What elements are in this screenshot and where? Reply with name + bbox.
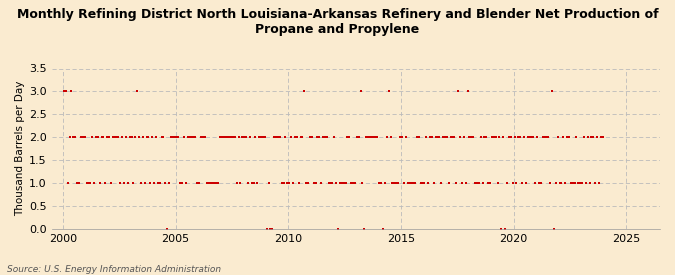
- Y-axis label: Thousand Barrels per Day: Thousand Barrels per Day: [15, 81, 25, 216]
- Text: Monthly Refining District North Louisiana-Arkansas Refinery and Blender Net Prod: Monthly Refining District North Louisian…: [17, 8, 658, 36]
- Text: Source: U.S. Energy Information Administration: Source: U.S. Energy Information Administ…: [7, 265, 221, 274]
